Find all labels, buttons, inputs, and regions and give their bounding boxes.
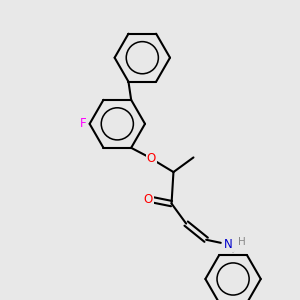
Text: H: H [238,237,246,248]
Text: O: O [146,152,156,165]
Text: N: N [224,238,233,251]
Text: F: F [80,117,86,130]
Text: O: O [144,193,153,206]
